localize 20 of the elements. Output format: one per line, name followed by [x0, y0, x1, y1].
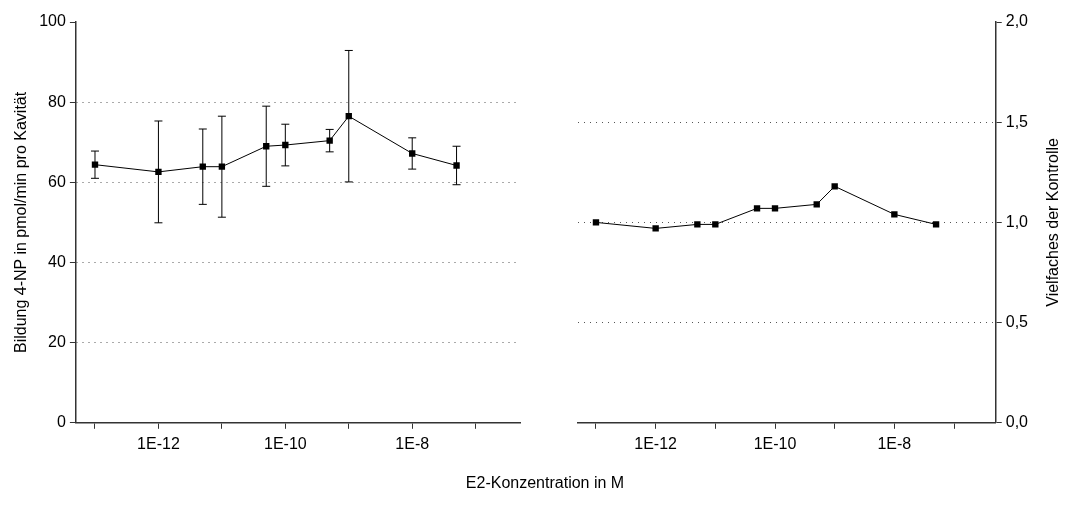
- x-axis-title: E2-Konzentration in M: [464, 474, 626, 492]
- y-axis-title: Bildung 4-NP in pmol/min pro Kavität: [12, 91, 30, 353]
- y2-tick-label: 1,5: [1005, 112, 1029, 130]
- y2-axis-title: Vielfaches der Kontrolle: [1044, 137, 1062, 307]
- x-tick-label: 1E-12: [137, 434, 180, 452]
- y-tick-label: 40: [48, 252, 66, 270]
- y2-tick-label: 2,0: [1005, 12, 1029, 30]
- y-tick-label: 100: [39, 12, 66, 30]
- y2-tick-label: 0,5: [1005, 313, 1029, 331]
- x-tick-label: 1E-12: [634, 434, 678, 452]
- x-tick-label: 1E-10: [753, 434, 797, 452]
- y-tick-label: 60: [48, 172, 66, 190]
- x-tick-label: 1E-8: [395, 434, 430, 452]
- y-tick-label: 20: [48, 333, 66, 351]
- y2-tick-label: 1,0: [1005, 212, 1029, 230]
- x-tick-label: 1E-10: [263, 434, 307, 452]
- y2-tick-label: 0,0: [1005, 413, 1029, 431]
- y-tick-label: 0: [56, 413, 66, 431]
- y-tick-label: 80: [48, 92, 66, 110]
- x-tick-label: 1E-8: [877, 434, 912, 452]
